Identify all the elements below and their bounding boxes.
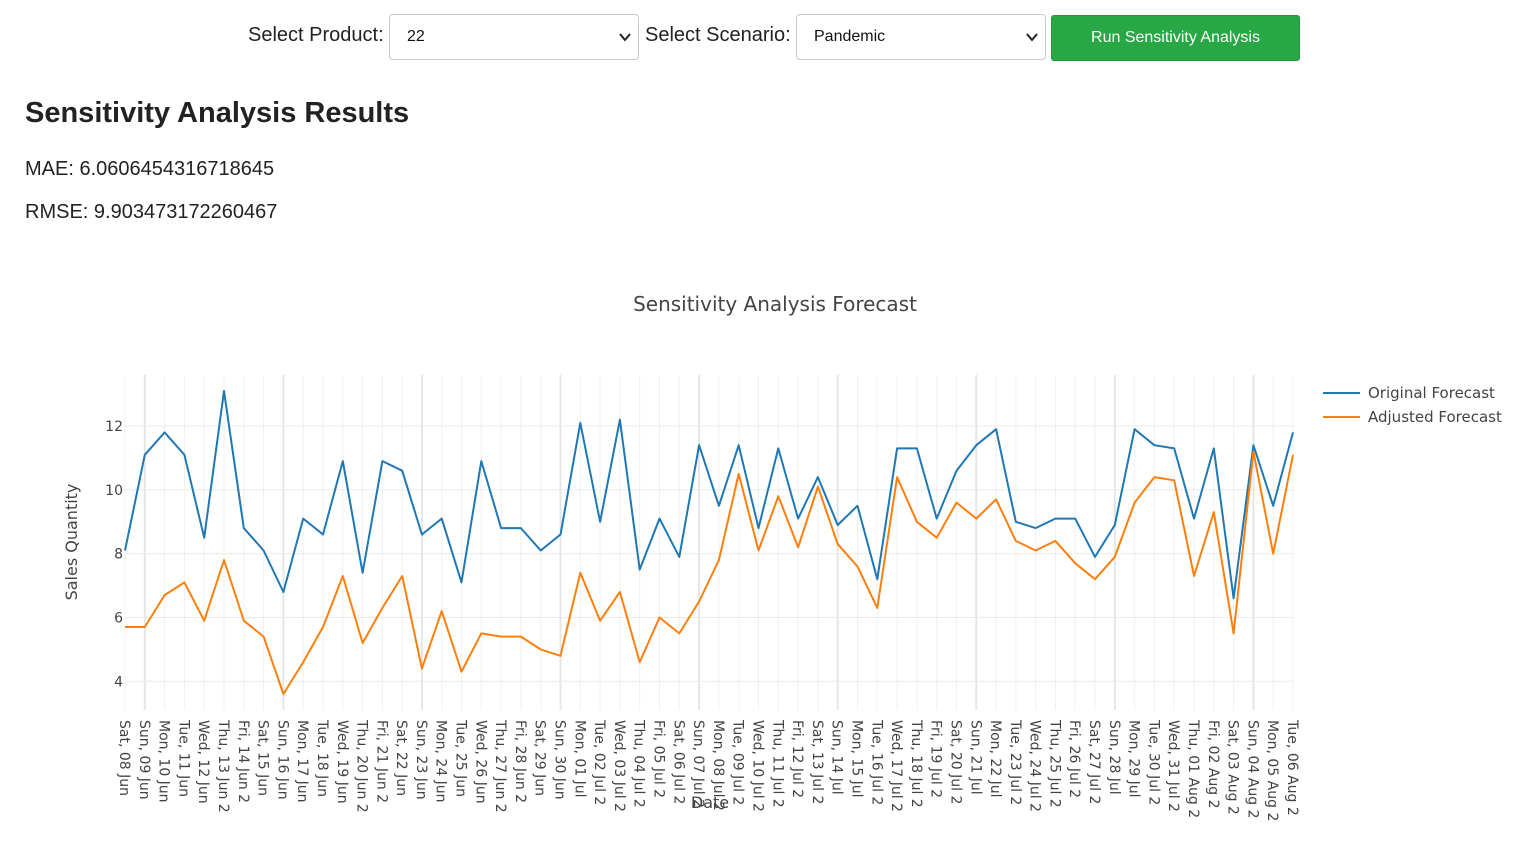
product-select[interactable]: 22	[389, 14, 639, 60]
series-line-original	[124, 390, 1294, 600]
x-tick-label: Sat, 08 Jun	[116, 720, 132, 796]
x-tick-label: Sat, 29 Jun	[532, 720, 548, 796]
scenario-label: Select Scenario:	[645, 24, 791, 46]
x-tick-label: Sun, 14 Jul	[829, 720, 845, 795]
x-tick-label: Tue, 30 Jul 2	[1145, 719, 1161, 805]
x-tick-label: Mon, 24 Jun	[433, 720, 449, 803]
x-tick-label: Sun, 21 Jul	[967, 720, 983, 795]
x-tick-label: Thu, 18 Jul 2	[908, 719, 924, 808]
run-sensitivity-analysis-button[interactable]: Run Sensitivity Analysis	[1051, 15, 1300, 61]
x-tick-label: Mon, 15 Jul	[848, 720, 864, 798]
x-tick-label: Fri, 26 Jul 2	[1066, 720, 1082, 798]
x-tick-label: Mon, 29 Jul	[1126, 720, 1142, 798]
x-tick-label: Fri, 28 Jun 2	[512, 720, 528, 803]
x-tick-label: Mon, 17 Jun	[294, 720, 310, 803]
x-tick-label: Fri, 19 Jul 2	[928, 720, 944, 798]
x-tick-label: Wed, 03 Jul 2	[611, 720, 627, 812]
y-tick-label: 8	[114, 547, 123, 563]
results-title: Sensitivity Analysis Results	[25, 97, 410, 129]
legend-label: Adjusted Forecast	[1368, 408, 1502, 426]
x-tick-label: Tue, 23 Jul 2	[1007, 719, 1023, 805]
x-tick-label: Tue, 02 Jul 2	[591, 719, 607, 805]
x-tick-label: Sun, 23 Jun	[413, 720, 429, 800]
x-tick-label: Tue, 16 Jul 2	[868, 719, 884, 805]
scenario-select[interactable]: Pandemic	[796, 14, 1046, 60]
x-tick-label: Tue, 11 Jun	[175, 719, 191, 797]
legend-label: Original Forecast	[1368, 384, 1495, 402]
x-tick-label: Thu, 04 Jul 2	[631, 719, 647, 808]
x-tick-label: Thu, 01 Aug 2	[1185, 719, 1201, 818]
rmse-value: RMSE: 9.903473172260467	[25, 201, 278, 223]
x-tick-label: Wed, 19 Jun	[334, 720, 350, 804]
y-axis-title: Sales Quantity	[62, 484, 81, 601]
x-tick-label: Sat, 06 Jul 2	[670, 720, 686, 804]
x-tick-label: Thu, 27 Jun 2	[492, 719, 508, 813]
mae-value: MAE: 6.0606454316718645	[25, 158, 275, 180]
controls-bar: Select Product: 22 Select Scenario: Pand…	[0, 14, 1535, 62]
x-tick-label: Sat, 22 Jun	[393, 720, 409, 796]
x-tick-label: Tue, 09 Jul 2	[730, 719, 746, 805]
series-line-adjusted	[125, 450, 1294, 695]
x-tick-label: Fri, 14 Jun 2	[235, 720, 251, 803]
x-tick-labels: Sat, 08 Jun Sun, 09 Jun Mon, 10 Jun Tue, 11…	[116, 719, 1300, 821]
x-tick-label: Fri, 02 Aug 2	[1205, 720, 1221, 809]
product-select-value: 22	[407, 28, 425, 45]
x-tick-label: Sat, 20 Jul 2	[947, 720, 963, 804]
x-tick-label: Mon, 10 Jun	[156, 720, 172, 803]
x-tick-label: Sat, 03 Aug 2	[1225, 720, 1241, 815]
x-tick-label: Sat, 13 Jul 2	[809, 720, 825, 804]
x-tick-label: Sun, 04 Aug 2	[1244, 720, 1260, 819]
y-tick-label: 4	[114, 674, 123, 690]
x-tick-label: Sun, 16 Jun	[274, 720, 290, 800]
x-tick-label: Sat, 15 Jun	[255, 720, 271, 796]
scenario-select-value: Pandemic	[814, 28, 886, 45]
chart-title: Sensitivity Analysis Forecast	[633, 292, 917, 316]
x-tick-label: Wed, 24 Jul 2	[1027, 720, 1043, 812]
x-tick-label: Fri, 05 Jul 2	[651, 720, 667, 798]
x-axis-title: Date	[691, 793, 729, 812]
x-tick-label: Sun, 09 Jun	[136, 720, 152, 800]
x-tick-label: Tue, 06 Aug 2	[1284, 719, 1300, 816]
x-tick-label: Mon, 08 Jul 2	[710, 720, 726, 811]
x-tick-label: Thu, 20 Jun 2	[354, 719, 370, 813]
y-tick-label: 6	[114, 610, 123, 626]
x-tick-label: Thu, 11 Jul 2	[769, 719, 785, 808]
x-tick-label: Wed, 31 Jul 2	[1165, 720, 1181, 812]
product-label: Select Product:	[248, 24, 384, 46]
x-tick-label: Mon, 01 Jul	[571, 720, 587, 798]
x-tick-label: Tue, 25 Jun	[453, 719, 469, 797]
x-tick-label: Sat, 27 Jul 2	[1086, 720, 1102, 804]
x-tick-label: Fri, 12 Jul 2	[789, 720, 805, 798]
y-tick-label: 10	[105, 483, 123, 499]
x-tick-label: Fri, 21 Jun 2	[373, 720, 389, 803]
x-tick-label: Wed, 12 Jun	[195, 720, 211, 804]
x-tick-label: Wed, 26 Jun	[472, 720, 488, 804]
y-tick-label: 12	[105, 419, 123, 435]
x-tick-label: Sun, 07 Jul 2	[690, 720, 706, 808]
chevron-down-icon	[1026, 33, 1038, 42]
x-tick-label: Wed, 17 Jul 2	[888, 720, 904, 812]
x-tick-label: Thu, 13 Jun 2	[215, 719, 231, 813]
x-tick-label: Sun, 28 Jul	[1106, 720, 1122, 795]
x-tick-label: Wed, 10 Jul 2	[749, 720, 765, 812]
x-tick-label: Sun, 30 Jun	[552, 720, 568, 800]
x-tick-label: Thu, 25 Jul 2	[1046, 719, 1062, 808]
x-tick-label: Tue, 18 Jun	[314, 719, 330, 797]
x-tick-label: Mon, 05 Aug 2	[1264, 720, 1280, 821]
x-tick-label: Mon, 22 Jul	[987, 720, 1003, 798]
chevron-down-icon	[619, 33, 631, 42]
